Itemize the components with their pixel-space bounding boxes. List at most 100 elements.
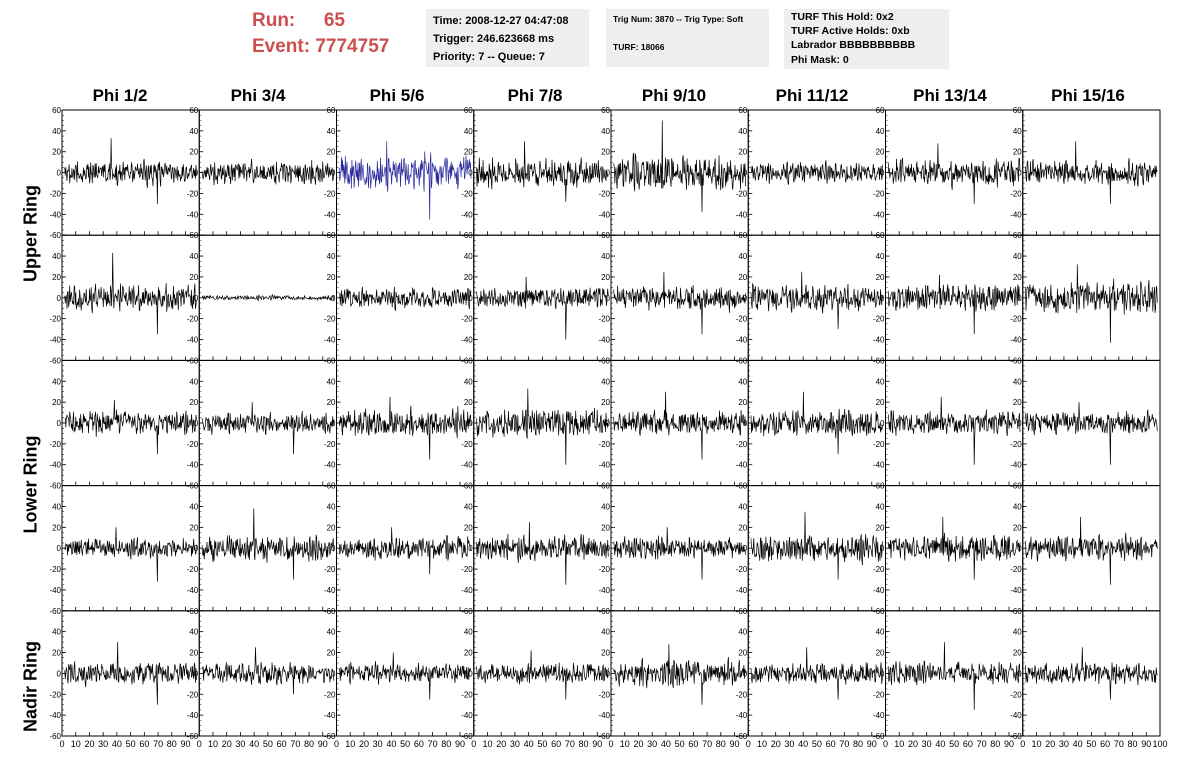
y-tick-label: 0 <box>194 169 199 178</box>
y-tick-label: 40 <box>189 502 198 511</box>
y-tick-label: -20 <box>736 440 748 449</box>
panel-r1-c1: 40 20 0 -20 -40 -60 <box>187 234 337 365</box>
y-tick-label: -20 <box>49 440 61 449</box>
y-tick-label: 60 <box>327 106 336 115</box>
x-tick-label: 80 <box>441 739 451 749</box>
panel-r1-c4: 40 20 0 -20 -40 -60 <box>598 234 749 365</box>
event-header: Run: 65 Event: 7774757 Time: 2008-12-27 … <box>0 0 1196 90</box>
y-tick-label: -40 <box>187 210 199 219</box>
x-tick-label: 0 <box>608 739 613 749</box>
y-tick-label: 40 <box>601 127 610 136</box>
waveform-series <box>338 396 472 460</box>
panel-r1-c0: 40 20 0 -20 -40 -60 <box>49 234 200 365</box>
y-tick-label: -20 <box>1010 440 1022 449</box>
y-tick-label: -40 <box>461 210 473 219</box>
y-tick-label: 0 <box>880 544 885 553</box>
y-tick-label: 20 <box>327 398 336 407</box>
x-tick-label: 30 <box>373 739 383 749</box>
waveform-series <box>750 647 884 700</box>
waveform-series <box>613 271 746 335</box>
column-title-phi-3-4: Phi 3/4 <box>230 86 286 105</box>
y-tick-label: 0 <box>57 294 62 303</box>
x-tick-label: 90 <box>730 739 740 749</box>
y-tick-label: 20 <box>189 398 198 407</box>
y-tick-label: -40 <box>598 336 610 345</box>
x-tick-label: 70 <box>702 739 712 749</box>
time-line: Time: 2008-12-27 04:47:08 <box>433 15 569 27</box>
y-tick-label: 40 <box>1013 502 1022 511</box>
y-tick-label: -40 <box>324 210 336 219</box>
y-tick-label: -20 <box>187 315 199 324</box>
column-title-phi-15-16: Phi 15/16 <box>1051 86 1125 105</box>
waveform-series <box>476 650 609 700</box>
trigger-info-box: Trig Num: 3870 -- Trig Type: Soft TURF: … <box>606 9 769 67</box>
y-tick-label: 0 <box>57 419 62 428</box>
y-tick-label: 40 <box>327 502 336 511</box>
column-title-phi-11-12: Phi 11/12 <box>775 86 849 105</box>
y-tick-label: 0 <box>57 169 62 178</box>
x-tick-label: 80 <box>990 739 1000 749</box>
x-tick-label: 30 <box>784 739 794 749</box>
column-title-phi-13-14: Phi 13/14 <box>913 86 987 105</box>
waveform-series <box>1025 264 1158 343</box>
y-tick-label: -60 <box>598 607 610 616</box>
y-tick-label: -40 <box>598 210 610 219</box>
y-tick-label: 0 <box>194 544 199 553</box>
y-tick-label: 40 <box>464 502 473 511</box>
panel-r0-c0: 60 40 20 0 -20 -40 -60 <box>49 106 200 240</box>
panel-r2-c0: 40 20 0 -20 -40 -60 <box>49 359 200 491</box>
y-tick-label: -60 <box>49 732 61 741</box>
x-tick-label: 80 <box>853 739 863 749</box>
y-tick-label: 0 <box>743 669 748 678</box>
y-tick-label: -40 <box>49 711 61 720</box>
turf-info-box: TURF This Hold: 0x2 TURF Active Holds: 0… <box>784 9 949 69</box>
priority-line: Priority: 7 -- Queue: 7 <box>433 51 545 63</box>
waveform-series <box>750 160 884 185</box>
y-tick-label: 0 <box>743 419 748 428</box>
y-tick-label: 40 <box>189 127 198 136</box>
labrador-line: Labrador BBBBBBBBBB <box>791 39 916 52</box>
x-tick-label: 90 <box>318 739 328 749</box>
waveform-series <box>1025 141 1158 204</box>
waveform-series <box>64 138 197 204</box>
y-tick-label: -60 <box>736 732 748 741</box>
y-tick-label: -40 <box>1010 461 1022 470</box>
y-tick-label: 20 <box>876 398 885 407</box>
y-tick-label: -20 <box>736 565 748 574</box>
y-tick-label: -20 <box>598 440 610 449</box>
y-tick-label: 20 <box>876 148 885 157</box>
x-tick-label: 40 <box>112 739 122 749</box>
y-tick-label: -60 <box>49 356 61 365</box>
x-tick-label: 30 <box>98 739 108 749</box>
x-tick-label: 10 <box>345 739 355 749</box>
y-tick-label: 20 <box>738 523 747 532</box>
x-tick-label: 20 <box>359 739 369 749</box>
y-tick-label: -40 <box>49 336 61 345</box>
panel-r0-c3: 60 40 20 0 -20 -40 -60 <box>461 106 612 240</box>
panel-r1-c3: 40 20 0 -20 -40 -60 <box>461 234 612 365</box>
y-tick-label: -20 <box>49 315 61 324</box>
x-tick-label: 90 <box>1004 739 1014 749</box>
waveform-series <box>201 508 335 580</box>
y-tick-label: -60 <box>1010 732 1022 741</box>
x-tick-label: 40 <box>798 739 808 749</box>
y-tick-label: 40 <box>876 628 885 637</box>
run-value: 65 <box>323 10 345 31</box>
y-tick-label: 0 <box>331 294 336 303</box>
x-tick-label: 50 <box>675 739 685 749</box>
y-tick-label: -40 <box>461 711 473 720</box>
x-tick-label: 40 <box>1073 739 1083 749</box>
y-tick-label: -60 <box>461 732 473 741</box>
x-tick-label: 60 <box>826 739 836 749</box>
x-tick-label: 30 <box>647 739 657 749</box>
y-tick-label: 20 <box>601 523 610 532</box>
waveform-series <box>1025 516 1158 585</box>
y-tick-label: 0 <box>57 544 62 553</box>
x-tick-label: 20 <box>771 739 781 749</box>
panel-r0-c2: 60 40 20 0 -20 -40 -60 <box>324 106 475 240</box>
y-tick-label: 0 <box>468 294 473 303</box>
